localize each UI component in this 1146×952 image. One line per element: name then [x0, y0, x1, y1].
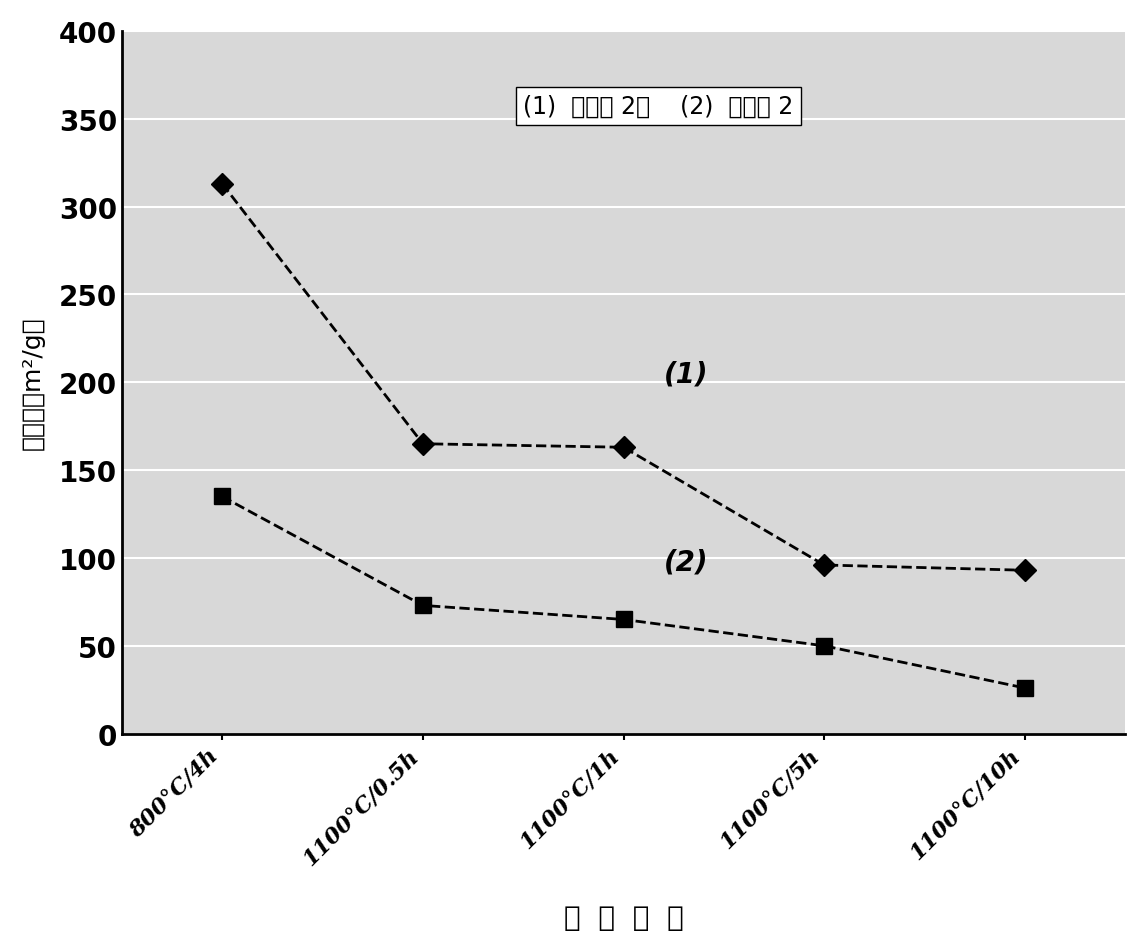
Text: (1)  实施例 2；    (2)  对比例 2: (1) 实施例 2； (2) 对比例 2 — [524, 95, 793, 119]
Text: (2): (2) — [664, 548, 708, 576]
Y-axis label: 比表面（m²/g）: 比表面（m²/g） — [21, 316, 45, 449]
Text: (1): (1) — [664, 360, 708, 388]
X-axis label: 焙  烧  温  度: 焙 烧 温 度 — [564, 903, 683, 931]
